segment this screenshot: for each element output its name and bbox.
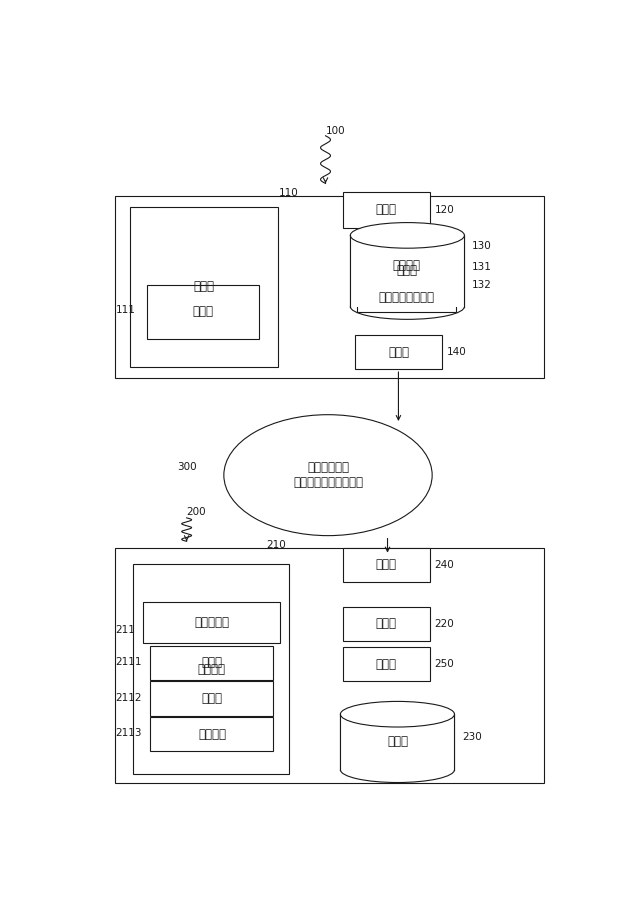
Text: 再取得部: 再取得部 xyxy=(198,727,226,741)
Text: 140: 140 xyxy=(447,347,467,357)
Bar xyxy=(343,607,429,641)
Text: 111: 111 xyxy=(116,305,136,315)
Bar xyxy=(350,236,465,307)
Text: 2112: 2112 xyxy=(116,693,142,703)
Text: 入力部: 入力部 xyxy=(376,203,397,216)
Bar xyxy=(356,251,456,280)
Bar xyxy=(340,714,454,770)
Bar xyxy=(150,717,273,751)
Text: 配布部: 配布部 xyxy=(192,305,213,319)
Text: 2111: 2111 xyxy=(116,657,142,667)
Text: 通信部: 通信部 xyxy=(376,558,397,571)
Ellipse shape xyxy=(340,701,454,727)
Text: 131: 131 xyxy=(472,262,492,273)
Bar xyxy=(129,207,278,367)
Text: 110: 110 xyxy=(278,188,298,198)
Text: 記憶部: 記憶部 xyxy=(397,264,418,277)
Bar xyxy=(133,564,289,774)
Bar xyxy=(143,602,280,643)
Text: 250: 250 xyxy=(435,660,454,669)
Text: ネットワーク
（インターネット等）: ネットワーク （インターネット等） xyxy=(293,461,363,489)
Text: 240: 240 xyxy=(435,560,454,570)
Bar xyxy=(147,286,259,338)
Text: 2113: 2113 xyxy=(116,728,142,738)
Bar xyxy=(150,646,273,680)
Text: 通信部: 通信部 xyxy=(388,346,409,359)
Text: 記憶部: 記憶部 xyxy=(387,736,408,748)
Text: 判定部: 判定部 xyxy=(202,692,223,705)
Text: 300: 300 xyxy=(177,462,196,471)
Text: 210: 210 xyxy=(266,540,286,550)
Text: 120: 120 xyxy=(435,205,454,214)
Text: 211: 211 xyxy=(116,626,136,636)
Text: 表示部: 表示部 xyxy=(376,658,397,671)
Bar xyxy=(343,548,429,582)
Text: 132: 132 xyxy=(472,280,492,290)
Text: 100: 100 xyxy=(326,126,345,136)
Ellipse shape xyxy=(350,223,465,249)
Bar xyxy=(343,648,429,682)
Text: 地図情報: 地図情報 xyxy=(392,260,420,273)
Text: 取得部: 取得部 xyxy=(202,656,223,670)
Text: 200: 200 xyxy=(187,507,206,517)
Text: 入力部: 入力部 xyxy=(376,617,397,630)
Bar xyxy=(356,283,456,311)
Bar xyxy=(150,682,273,716)
Text: コンテンツデータ: コンテンツデータ xyxy=(378,291,435,304)
Text: 130: 130 xyxy=(472,241,492,251)
Text: 230: 230 xyxy=(462,732,482,742)
Bar xyxy=(355,335,442,370)
Text: 制御部: 制御部 xyxy=(193,281,214,294)
Ellipse shape xyxy=(224,415,432,536)
Text: 主制御部: 主制御部 xyxy=(197,663,225,675)
Text: 220: 220 xyxy=(435,619,454,629)
Bar xyxy=(343,192,429,227)
Bar xyxy=(115,549,544,784)
Text: 演算処理部: 演算処理部 xyxy=(194,616,229,629)
Bar xyxy=(115,196,544,378)
